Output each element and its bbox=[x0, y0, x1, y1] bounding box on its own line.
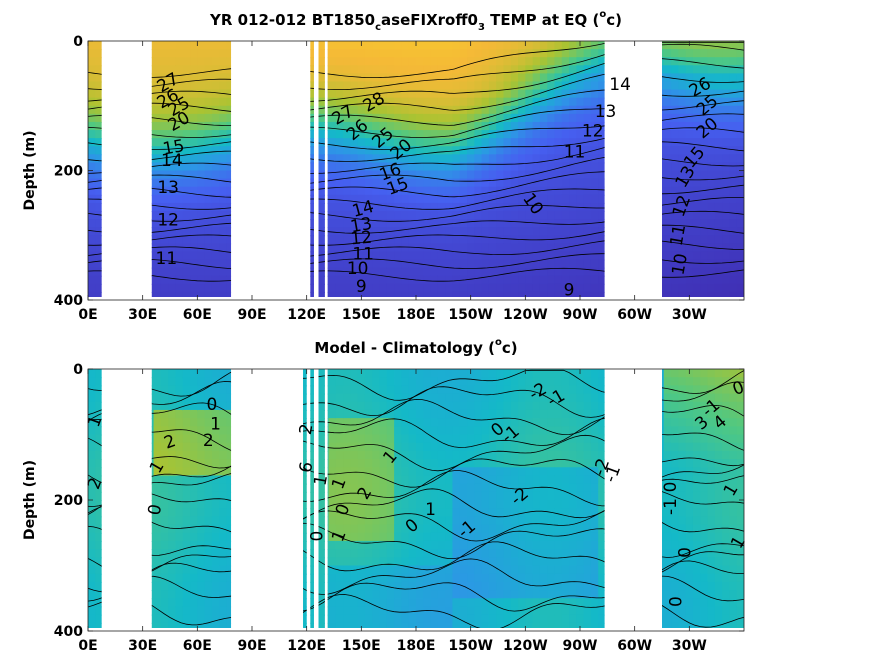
heatmap-field bbox=[88, 369, 745, 632]
contour-label: 0 bbox=[206, 395, 217, 415]
contour-label: 11 bbox=[156, 249, 178, 269]
contour-label: 11 bbox=[667, 223, 690, 248]
x-tick-label: 120W bbox=[503, 307, 548, 323]
contour-label: 11 bbox=[564, 142, 586, 162]
chart-title: YR 012-012 BT1850caseFIXroff03 TEMP at E… bbox=[209, 9, 622, 33]
title-part: aseFIXroff0 bbox=[381, 11, 478, 29]
title-part: c) bbox=[606, 11, 622, 29]
title-part: YR 012-012 BT1850 bbox=[209, 11, 375, 29]
contour-label: 10 bbox=[668, 252, 691, 277]
x-tick-label: 180E bbox=[397, 307, 436, 323]
y-axis-label: Depth (m) bbox=[22, 130, 38, 210]
contour-label: -1 bbox=[661, 498, 681, 515]
y-tick-label: 400 bbox=[54, 624, 83, 640]
contour-label: 9 bbox=[356, 277, 367, 297]
x-tick-label: 0E bbox=[78, 638, 97, 654]
chart-title: Model - Climatology (oc) bbox=[314, 337, 517, 357]
contour-label: 10 bbox=[347, 259, 369, 279]
heatmap-field bbox=[88, 41, 745, 301]
x-tick-label: 60E bbox=[183, 638, 212, 654]
y-tick-label: 200 bbox=[54, 493, 83, 509]
contour-label: 1 bbox=[425, 500, 436, 520]
contour-label: 0 bbox=[667, 596, 687, 607]
title-part: c) bbox=[502, 339, 518, 357]
x-tick-label: 60E bbox=[183, 307, 212, 323]
y-tick-label: 0 bbox=[73, 362, 83, 378]
y-tick-label: 0 bbox=[73, 34, 83, 50]
contour-label: 9 bbox=[564, 280, 575, 300]
contour-label: 2 bbox=[203, 431, 214, 451]
y-axis-label: Depth (m) bbox=[22, 460, 38, 540]
contour-label: 13 bbox=[595, 102, 617, 122]
title-part: Model - Climatology ( bbox=[314, 339, 495, 357]
x-tick-label: 120E bbox=[287, 307, 326, 323]
title-part: TEMP at EQ ( bbox=[485, 11, 599, 29]
x-tick-label: 90E bbox=[237, 307, 266, 323]
x-tick-label: 30W bbox=[672, 307, 707, 323]
contour-label: 14 bbox=[161, 151, 183, 171]
x-tick-label: 90E bbox=[237, 638, 266, 654]
x-tick-label: 150W bbox=[448, 307, 493, 323]
contour-label: 0 bbox=[661, 481, 681, 492]
contour-label: 13 bbox=[157, 178, 179, 198]
y-tick-label: 200 bbox=[54, 164, 83, 180]
x-tick-label: 180E bbox=[397, 638, 436, 654]
contour-label: 2 bbox=[296, 422, 318, 436]
x-tick-label: 90W bbox=[563, 638, 598, 654]
panel-1: 2827262520161514131211109109111213142726… bbox=[22, 9, 745, 323]
contour-label: 0 bbox=[308, 531, 328, 542]
contour-label: 6 bbox=[296, 460, 318, 474]
x-tick-label: 60W bbox=[617, 307, 652, 323]
x-tick-label: 30E bbox=[128, 307, 157, 323]
title-script: 3 bbox=[478, 22, 485, 33]
contour-label: 12 bbox=[582, 122, 604, 142]
x-tick-label: 90W bbox=[563, 307, 598, 323]
x-tick-label: 120W bbox=[503, 638, 548, 654]
x-tick-label: 30W bbox=[672, 638, 707, 654]
x-tick-label: 150E bbox=[342, 638, 381, 654]
contour-label: 0 bbox=[676, 547, 696, 558]
x-tick-label: 120E bbox=[287, 638, 326, 654]
x-tick-label: 0E bbox=[78, 307, 97, 323]
x-tick-label: 30E bbox=[128, 638, 157, 654]
y-tick-label: 400 bbox=[54, 293, 83, 309]
x-tick-label: 60W bbox=[617, 638, 652, 654]
contour-label: 12 bbox=[157, 210, 179, 230]
x-tick-label: 150W bbox=[448, 638, 493, 654]
panel-2: 0122101226101012101-1-20-1-2-1-2-10-1340… bbox=[22, 337, 750, 654]
contour-label: 14 bbox=[609, 75, 631, 95]
x-tick-label: 150E bbox=[342, 307, 381, 323]
